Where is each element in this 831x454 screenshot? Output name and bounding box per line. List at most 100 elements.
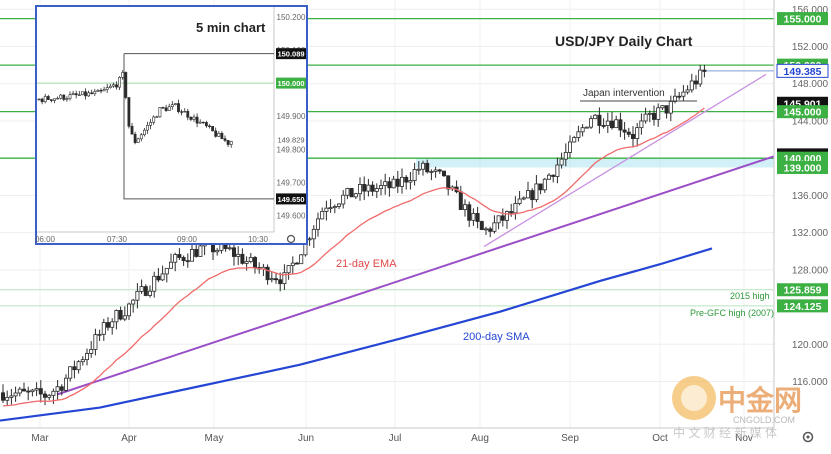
candle-body bbox=[673, 95, 678, 102]
candle-body bbox=[345, 188, 350, 196]
inset-candle-body bbox=[56, 97, 60, 100]
settings-gear-icon[interactable] bbox=[802, 431, 814, 443]
candle-body bbox=[164, 267, 169, 275]
inset-price-label-text: 150.000 bbox=[277, 79, 304, 88]
candle-body bbox=[374, 188, 379, 192]
inset-candle-body bbox=[205, 122, 208, 127]
price-label-text: 124.125 bbox=[784, 301, 822, 313]
candle-body bbox=[43, 393, 48, 398]
inset-y-tick-label: 149.800 bbox=[277, 145, 306, 154]
candle-body bbox=[9, 395, 14, 398]
candle-body bbox=[681, 91, 686, 97]
long-term-trendline bbox=[56, 155, 775, 396]
candle-body bbox=[458, 191, 463, 210]
y-tick-label: 144.000 bbox=[792, 116, 829, 127]
inset-candle-body bbox=[74, 93, 78, 96]
inset-candle-body bbox=[84, 91, 87, 97]
candle-body bbox=[139, 286, 144, 292]
candle-body bbox=[446, 175, 451, 190]
inset-candle-body bbox=[192, 116, 196, 120]
candle-body bbox=[366, 184, 371, 192]
inset-5min-chart: 150.200150.100149.900149.800149.700149.6… bbox=[35, 5, 308, 245]
candle-body bbox=[34, 388, 39, 391]
y-tick-label: 132.000 bbox=[792, 228, 829, 239]
candle-body bbox=[101, 322, 106, 335]
price-label-box bbox=[777, 12, 828, 26]
candle-body bbox=[240, 253, 245, 264]
inset-candle-body bbox=[155, 116, 159, 118]
candle-body bbox=[483, 228, 488, 231]
candle-body bbox=[635, 127, 640, 139]
x-tick-label: Mar bbox=[31, 433, 49, 444]
candle-body bbox=[500, 215, 505, 221]
inset-candle-body bbox=[146, 125, 149, 131]
watermark-brand: 中金网 bbox=[718, 384, 802, 416]
candle-body bbox=[429, 171, 434, 173]
price-label-text: 155.000 bbox=[784, 14, 822, 26]
candle-body bbox=[341, 194, 346, 205]
inset-candle-body bbox=[53, 98, 56, 101]
candle-body bbox=[89, 349, 94, 354]
candle-body bbox=[349, 188, 354, 198]
candle-body bbox=[97, 333, 102, 336]
inset-candle-body bbox=[143, 129, 146, 136]
candle-body bbox=[131, 299, 136, 305]
inset-candle-body bbox=[118, 77, 122, 88]
inset-candle-body bbox=[170, 104, 174, 108]
candle-body bbox=[30, 389, 35, 393]
candle-body bbox=[311, 228, 316, 240]
candle-body bbox=[47, 394, 52, 398]
inset-candle-body bbox=[152, 116, 156, 123]
candle-body bbox=[370, 184, 375, 192]
pre-gfc-high-label: Pre-GFC high (2007) bbox=[690, 308, 774, 318]
candle-body bbox=[127, 303, 132, 317]
price-label-box bbox=[776, 63, 829, 78]
candle-body bbox=[269, 278, 274, 281]
candle-body bbox=[160, 273, 165, 281]
candle-body bbox=[198, 245, 203, 257]
inset-candle-body bbox=[136, 138, 140, 143]
inset-price-label-text: 149.829 bbox=[277, 136, 304, 145]
candle-body bbox=[252, 257, 257, 268]
x-tick-label: May bbox=[205, 433, 224, 444]
ema-label: 21-day EMA bbox=[336, 258, 397, 270]
inset-candle-body bbox=[108, 85, 112, 88]
candle-body bbox=[0, 392, 6, 401]
inset-y-tick-label: 149.900 bbox=[277, 112, 306, 121]
x-tick-label: Apr bbox=[121, 433, 137, 444]
inset-low-line bbox=[123, 53, 274, 200]
inset-price-label-box bbox=[276, 77, 306, 89]
candle-body bbox=[324, 207, 329, 212]
candle-body bbox=[404, 176, 409, 183]
inset-price-label-text: 150.089 bbox=[277, 50, 304, 59]
candle-body bbox=[236, 253, 241, 257]
inset-candle-body bbox=[214, 130, 218, 137]
y-tick-label: 156.000 bbox=[792, 5, 829, 16]
candle-body bbox=[282, 272, 287, 285]
inset-candle-body bbox=[180, 111, 184, 113]
candle-body bbox=[589, 118, 594, 128]
candle-body bbox=[513, 203, 518, 214]
candle-body bbox=[26, 390, 31, 393]
inset-candle-body bbox=[40, 98, 44, 103]
candle-body bbox=[614, 119, 619, 129]
inset-settings-icon[interactable] bbox=[286, 234, 296, 244]
candle-body bbox=[307, 238, 312, 241]
inset-candle-body bbox=[133, 133, 137, 143]
candle-body bbox=[416, 168, 421, 171]
candle-body bbox=[265, 266, 270, 281]
inset-candle-body bbox=[208, 125, 211, 127]
price-label-text: 139.000 bbox=[784, 162, 822, 174]
candle-body bbox=[534, 183, 539, 201]
inset-candle-body bbox=[149, 121, 153, 126]
candle-body bbox=[320, 211, 325, 220]
inset-x-tick-label: 06:00 bbox=[35, 235, 56, 244]
candle-body bbox=[189, 249, 194, 262]
inset-x-tick-label: 07:30 bbox=[107, 235, 128, 244]
inset-candle-body bbox=[161, 107, 165, 109]
watermark-domain: CNGOLD.COM bbox=[733, 415, 795, 425]
candle-body bbox=[383, 181, 388, 186]
candle-body bbox=[433, 169, 438, 172]
y-tick-label: 128.000 bbox=[792, 265, 829, 276]
